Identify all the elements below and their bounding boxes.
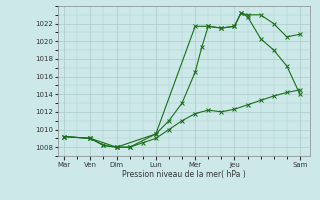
- X-axis label: Pression niveau de la mer( hPa ): Pression niveau de la mer( hPa ): [122, 170, 246, 179]
